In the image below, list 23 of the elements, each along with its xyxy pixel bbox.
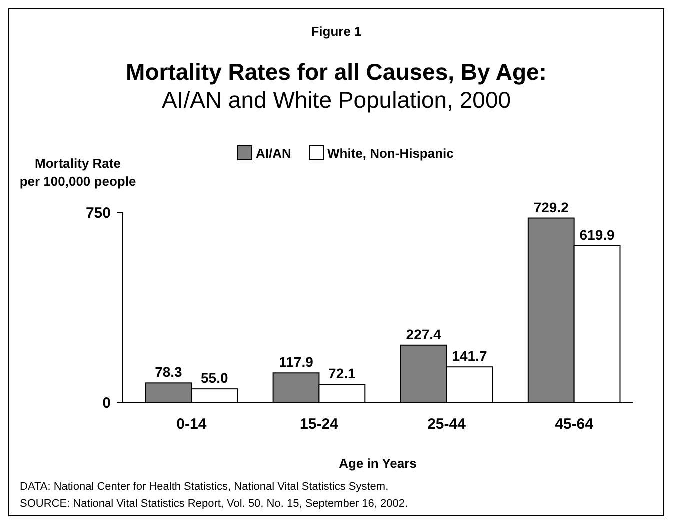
x-tick-label: 45-64	[555, 416, 594, 433]
data-label: 729.2	[534, 199, 570, 216]
data-label: 55.0	[201, 370, 228, 386]
y-tick-label: 750	[86, 205, 111, 222]
x-tick-label: 25-44	[428, 416, 467, 433]
chart-subtitle: AI/AN and White Population, 2000	[162, 87, 512, 113]
y-axis-title: Mortality Rate per 100,000 people	[20, 156, 136, 189]
data-label: 72.1	[328, 366, 356, 382]
chart-title: Mortality Rates for all Causes, By Age:	[126, 59, 547, 85]
source-note: SOURCE: National Vital Statistics Report, Vol. 50, No. 15, September 16, 2002.	[20, 498, 408, 510]
caption: Figure 1	[311, 24, 362, 39]
y-tick-label: 0	[102, 395, 111, 412]
data-label: 141.7	[452, 348, 488, 364]
data-label: 117.9	[279, 354, 314, 370]
x-axis-title: Age in Years	[339, 456, 417, 471]
data-label: 619.9	[580, 226, 616, 243]
x-tick-label: 0-14	[176, 416, 208, 433]
legend-label: White, Non-Hispanic	[328, 146, 454, 161]
x-tick-label: 15-24	[300, 416, 340, 433]
text: DATA: National Center for Health Statistics, National Vital Statistics System.	[20, 481, 389, 493]
legend-label: AI/AN	[256, 146, 292, 161]
data-label: 78.3	[155, 364, 183, 380]
data-label: 227.4	[406, 326, 442, 342]
